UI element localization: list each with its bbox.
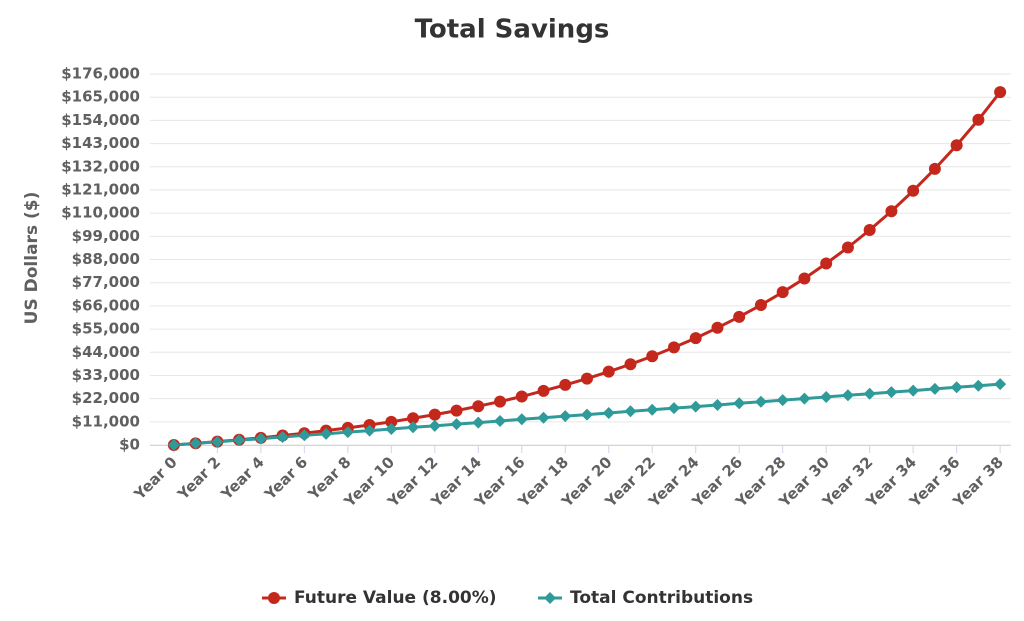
data-point xyxy=(863,387,876,400)
data-point xyxy=(320,427,333,440)
data-point xyxy=(537,411,550,424)
x-tick-label: Year 4 xyxy=(217,453,268,504)
data-point xyxy=(907,184,920,197)
legend-label: Total Contributions xyxy=(570,588,753,608)
y-tick-label: $154,000 xyxy=(61,111,140,129)
y-tick-label: $55,000 xyxy=(72,320,140,338)
data-point xyxy=(559,378,572,391)
data-point xyxy=(972,379,985,392)
data-point xyxy=(928,382,941,395)
data-point xyxy=(515,413,528,426)
data-point xyxy=(211,435,224,448)
data-point xyxy=(581,372,593,385)
data-point xyxy=(385,415,398,428)
data-point xyxy=(885,205,898,218)
data-point xyxy=(407,421,420,434)
data-point xyxy=(667,402,680,415)
y-tick-label: $176,000 xyxy=(61,65,140,83)
data-point xyxy=(885,386,898,399)
y-tick-label: $0 xyxy=(119,436,140,454)
data-point xyxy=(950,381,963,394)
data-point xyxy=(972,113,985,126)
data-point xyxy=(950,139,963,152)
y-tick-label: $110,000 xyxy=(61,204,140,222)
data-point xyxy=(928,162,941,175)
data-point xyxy=(515,390,528,403)
data-point xyxy=(167,439,180,451)
data-point xyxy=(298,429,311,442)
data-point xyxy=(689,332,702,345)
legend-marker xyxy=(268,592,280,604)
data-point xyxy=(602,365,615,378)
data-point xyxy=(711,321,724,334)
data-point xyxy=(494,414,507,427)
data-point xyxy=(363,424,376,437)
y-tick-label: $88,000 xyxy=(72,250,140,268)
data-point xyxy=(385,422,398,435)
data-point xyxy=(428,408,441,421)
data-point xyxy=(624,358,637,371)
data-point xyxy=(537,384,550,397)
data-point xyxy=(689,400,702,413)
data-point xyxy=(341,426,354,439)
x-tick-label: Year 6 xyxy=(260,453,311,504)
y-tick-label: $22,000 xyxy=(72,389,140,407)
y-tick-label: $77,000 xyxy=(72,273,140,291)
data-point xyxy=(994,378,1007,391)
data-point xyxy=(754,299,767,312)
data-point xyxy=(407,412,420,425)
data-point xyxy=(776,286,789,299)
y-tick-label: $66,000 xyxy=(72,296,140,314)
y-tick-label: $121,000 xyxy=(61,180,140,198)
data-point xyxy=(907,384,920,397)
data-point xyxy=(233,434,246,447)
data-point xyxy=(646,350,659,363)
data-point xyxy=(798,392,811,405)
legend-marker xyxy=(544,592,556,604)
x-tick-label: Year 0 xyxy=(130,453,181,504)
data-point xyxy=(602,406,615,419)
data-point xyxy=(820,257,833,270)
chart-title: Total Savings xyxy=(415,15,610,45)
data-point xyxy=(450,404,463,417)
legend-label: Future Value (8.00%) xyxy=(294,588,497,608)
data-point xyxy=(494,395,507,408)
data-point xyxy=(711,398,724,411)
y-tick-label: $44,000 xyxy=(72,343,140,361)
y-axis-title: US Dollars ($) xyxy=(22,192,42,325)
data-point xyxy=(733,310,746,323)
y-tick-label: $33,000 xyxy=(72,366,140,384)
data-point xyxy=(667,341,680,354)
data-point xyxy=(559,410,572,423)
data-point xyxy=(428,419,441,432)
y-tick-label: $99,000 xyxy=(72,227,140,245)
y-tick-label: $143,000 xyxy=(61,134,140,152)
data-point xyxy=(472,400,485,413)
data-point xyxy=(581,408,593,421)
data-point xyxy=(624,405,637,418)
data-point xyxy=(841,389,854,402)
data-point xyxy=(733,397,746,410)
data-point xyxy=(776,394,789,407)
data-point xyxy=(276,430,289,443)
data-point xyxy=(798,272,811,285)
y-tick-label: $165,000 xyxy=(61,88,140,106)
y-tick-label: $11,000 xyxy=(72,412,140,430)
data-point xyxy=(646,403,659,416)
x-tick-label: Year 2 xyxy=(173,453,224,504)
data-point xyxy=(450,418,463,431)
data-point xyxy=(189,437,202,450)
data-point xyxy=(254,432,267,445)
data-point xyxy=(472,416,485,429)
data-point xyxy=(863,223,876,236)
data-point xyxy=(754,395,767,408)
data-point xyxy=(994,86,1007,99)
y-tick-label: $132,000 xyxy=(61,157,140,175)
data-point xyxy=(841,241,854,254)
data-point xyxy=(820,390,833,403)
